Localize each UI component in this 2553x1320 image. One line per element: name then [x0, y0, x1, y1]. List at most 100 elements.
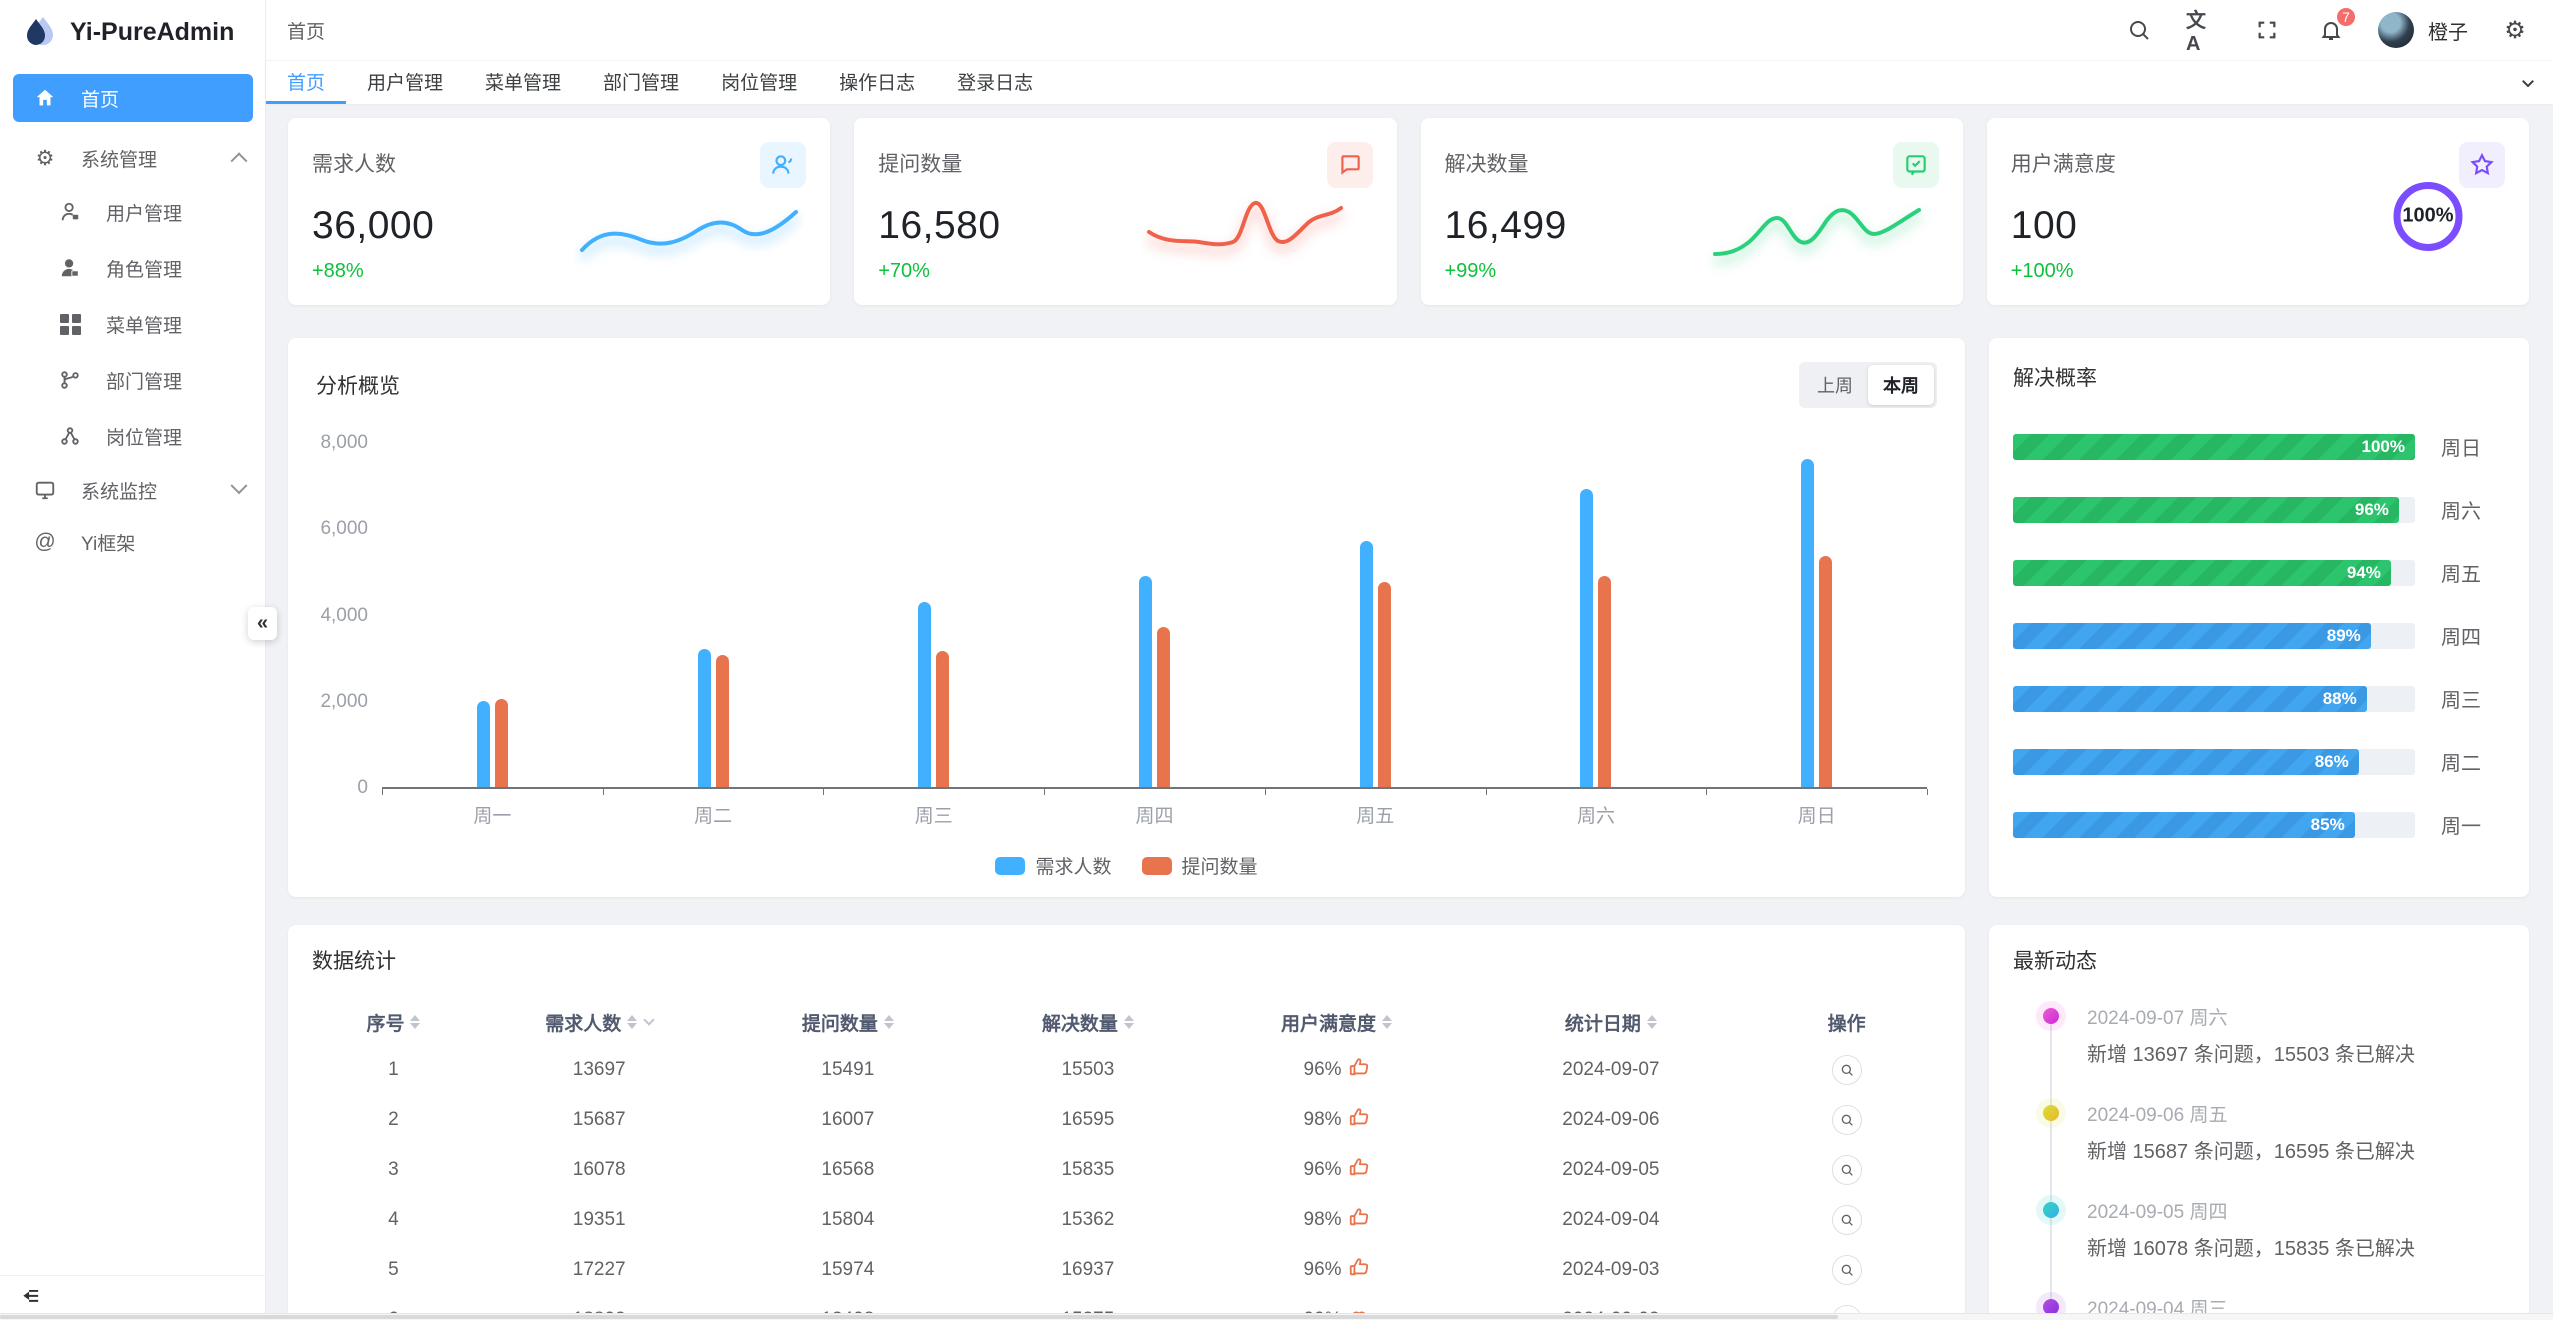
scrollbar-thumb[interactable] — [0, 1315, 1839, 1319]
view-row-button[interactable] — [1831, 1155, 1862, 1185]
sidebar-item-system-monitor[interactable]: 系统监控 — [0, 464, 265, 516]
progress-day-label: 周五 — [2441, 564, 2481, 586]
tab-首页[interactable]: 首页 — [266, 61, 347, 104]
menu-fold-icon[interactable] — [20, 1285, 42, 1312]
sidebar-collapse-button[interactable]: « — [248, 607, 277, 640]
column-header-统计日期[interactable]: 统计日期 — [1469, 1009, 1752, 1036]
sort-asc-icon[interactable] — [627, 1015, 638, 1021]
sidebar-item-dept-mgmt[interactable]: 部门管理 — [0, 352, 265, 408]
tab-操作日志[interactable]: 操作日志 — [839, 72, 916, 94]
sort-asc-icon[interactable] — [410, 1015, 421, 1021]
y-axis-label: 0 — [357, 777, 368, 798]
tab-用户管理[interactable]: 用户管理 — [367, 72, 444, 94]
sort-asc-icon[interactable] — [883, 1015, 894, 1021]
sort-asc-icon[interactable] — [1646, 1015, 1657, 1021]
solve-rate-row: 94% 周五 — [2013, 558, 2505, 587]
tab-部门管理[interactable]: 部门管理 — [603, 72, 680, 94]
view-row-button[interactable] — [1831, 1255, 1862, 1285]
stat-card-solved: 解决数量 16,499 +99% — [1420, 118, 1963, 305]
tab-登录日志[interactable]: 登录日志 — [957, 72, 1034, 94]
sort-asc-icon[interactable] — [1382, 1015, 1393, 1021]
view-row-button[interactable] — [1831, 1055, 1862, 1085]
sort-desc-icon[interactable] — [1646, 1023, 1657, 1029]
sidebar-item-user-mgmt[interactable]: 用户管理 — [0, 184, 265, 240]
view-row-button[interactable] — [1831, 1105, 1862, 1135]
table-cell: 16078 — [572, 1159, 626, 1180]
progress-percent: 96% — [2354, 499, 2389, 519]
column-header-用户满意度[interactable]: 用户满意度 — [1204, 1009, 1470, 1036]
sidebar-item-label: 角色管理 — [106, 259, 183, 281]
filter-chevron-icon[interactable] — [643, 1014, 655, 1026]
sidebar-item-role-mgmt[interactable]: 角色管理 — [0, 240, 265, 296]
table-cell: 16595 — [1061, 1109, 1115, 1130]
bar-chart: 0 2,000 4,000 6,000 8,000 — [316, 432, 1937, 798]
at-icon: @ — [34, 530, 56, 553]
horizontal-scrollbar[interactable] — [0, 1313, 2553, 1320]
stat-title: 需求人数 — [312, 153, 396, 176]
news-date: 2024-09-05 周四 — [2087, 1202, 2228, 1223]
legend-item[interactable]: 提问数量 — [1141, 852, 1258, 879]
axis-tick — [1264, 789, 1266, 795]
notification-bell-icon[interactable]: 7 — [2314, 6, 2357, 47]
table-cell: 16937 — [1061, 1259, 1115, 1280]
stat-title: 用户满意度 — [2010, 153, 2116, 176]
tabs-more-chevron-icon[interactable] — [2519, 61, 2537, 105]
bar-提问数量 — [1598, 575, 1612, 787]
view-row-button[interactable] — [1831, 1205, 1862, 1235]
stat-value: 16,580 — [878, 204, 1001, 247]
column-header-序号[interactable]: 序号 — [312, 1009, 475, 1036]
toggle-this-week[interactable]: 本周 — [1868, 365, 1934, 405]
news-timeline: 2024-09-07 周六 新增 13697 条问题，15503 条已解决 2024… — [2013, 1003, 2505, 1320]
sort-carets-icon[interactable] — [1646, 1015, 1657, 1029]
table-cell-date: 2024-09-06 — [1562, 1109, 1660, 1130]
sort-desc-icon[interactable] — [883, 1023, 894, 1029]
sidebar-item-menu-mgmt[interactable]: 菜单管理 — [0, 296, 265, 352]
fullscreen-icon[interactable] — [2250, 13, 2284, 47]
news-text: 新增 13697 条问题，15503 条已解决 — [2087, 1044, 2415, 1066]
chat-check-icon — [1892, 142, 1939, 188]
sort-carets-icon[interactable] — [883, 1015, 894, 1029]
sidebar-item-label: 菜单管理 — [106, 315, 183, 337]
settings-gear-icon[interactable]: ⚙ — [2504, 16, 2526, 44]
search-icon[interactable] — [2122, 13, 2156, 47]
column-header-解决数量[interactable]: 解决数量 — [972, 1009, 1203, 1036]
y-axis-label: 4,000 — [320, 604, 368, 626]
table-cell: 2 — [388, 1109, 399, 1130]
legend-item[interactable]: 需求人数 — [995, 852, 1112, 879]
progress-day-label: 周六 — [2441, 501, 2481, 523]
sort-desc-icon[interactable] — [1382, 1023, 1393, 1029]
column-label: 需求人数 — [545, 1013, 622, 1035]
news-text: 新增 15687 条问题，16595 条已解决 — [2087, 1141, 2415, 1163]
table-cell: 4 — [388, 1209, 399, 1230]
x-axis-label: 周二 — [694, 806, 733, 827]
latest-news-card: 最新动态 2024-09-07 周六 新增 13697 条问题，15503 条已解… — [1989, 925, 2529, 1320]
progress-track: 86% — [2013, 748, 2415, 775]
sort-desc-icon[interactable] — [1123, 1023, 1134, 1029]
bar-group-周六 — [1486, 489, 1707, 787]
sort-carets-icon[interactable] — [1382, 1015, 1393, 1029]
column-header-提问数量[interactable]: 提问数量 — [724, 1009, 973, 1036]
sort-carets-icon[interactable] — [410, 1015, 421, 1029]
x-axis-labels: 周一 周二 周三 周四 周五 周六 周日 — [382, 801, 1927, 828]
sort-desc-icon[interactable] — [410, 1023, 421, 1029]
tab-菜单管理[interactable]: 菜单管理 — [485, 72, 562, 94]
bar-group-周日 — [1706, 459, 1927, 787]
sidebar-item-system-mgmt[interactable]: ⚙ 系统管理 — [0, 132, 265, 184]
sort-carets-icon[interactable] — [627, 1015, 638, 1029]
sort-desc-icon[interactable] — [627, 1023, 638, 1029]
sidebar-item-yi-framework[interactable]: @ Yi框架 — [0, 516, 265, 568]
column-header-需求人数[interactable]: 需求人数 — [475, 1009, 724, 1036]
sort-carets-icon[interactable] — [1123, 1015, 1134, 1029]
sort-asc-icon[interactable] — [1123, 1015, 1134, 1021]
timeline-dot — [2043, 1202, 2059, 1218]
solve-rate-row: 86% 周二 — [2013, 747, 2505, 776]
sidebar-item-post-mgmt[interactable]: 岗位管理 — [0, 408, 265, 464]
translate-icon[interactable]: 文A — [2186, 10, 2206, 55]
logo[interactable]: Yi-PureAdmin — [0, 0, 265, 64]
table-row: 2 15687 16007 16595 98% 2024-09-06 — [312, 1095, 1941, 1145]
toggle-last-week[interactable]: 上周 — [1817, 376, 1853, 396]
avatar[interactable] — [2378, 12, 2414, 48]
tab-岗位管理[interactable]: 岗位管理 — [721, 72, 798, 94]
sidebar-item-home[interactable]: 首页 — [13, 74, 253, 122]
user-name[interactable]: 橙子 — [2428, 21, 2468, 44]
